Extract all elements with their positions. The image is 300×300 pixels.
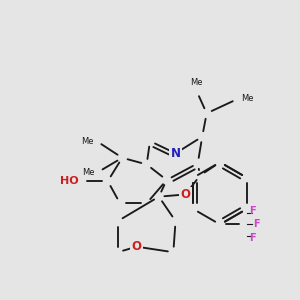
Text: Me: Me [81,136,93,146]
Text: Me: Me [241,94,254,103]
Text: F: F [253,219,260,230]
Text: HO: HO [60,176,79,186]
Text: Me: Me [190,78,203,87]
Text: F: F [249,206,256,216]
Text: O: O [181,188,190,201]
Text: N: N [171,147,181,160]
Text: O: O [132,240,142,253]
Text: F: F [249,233,256,243]
Text: Me: Me [82,168,94,177]
